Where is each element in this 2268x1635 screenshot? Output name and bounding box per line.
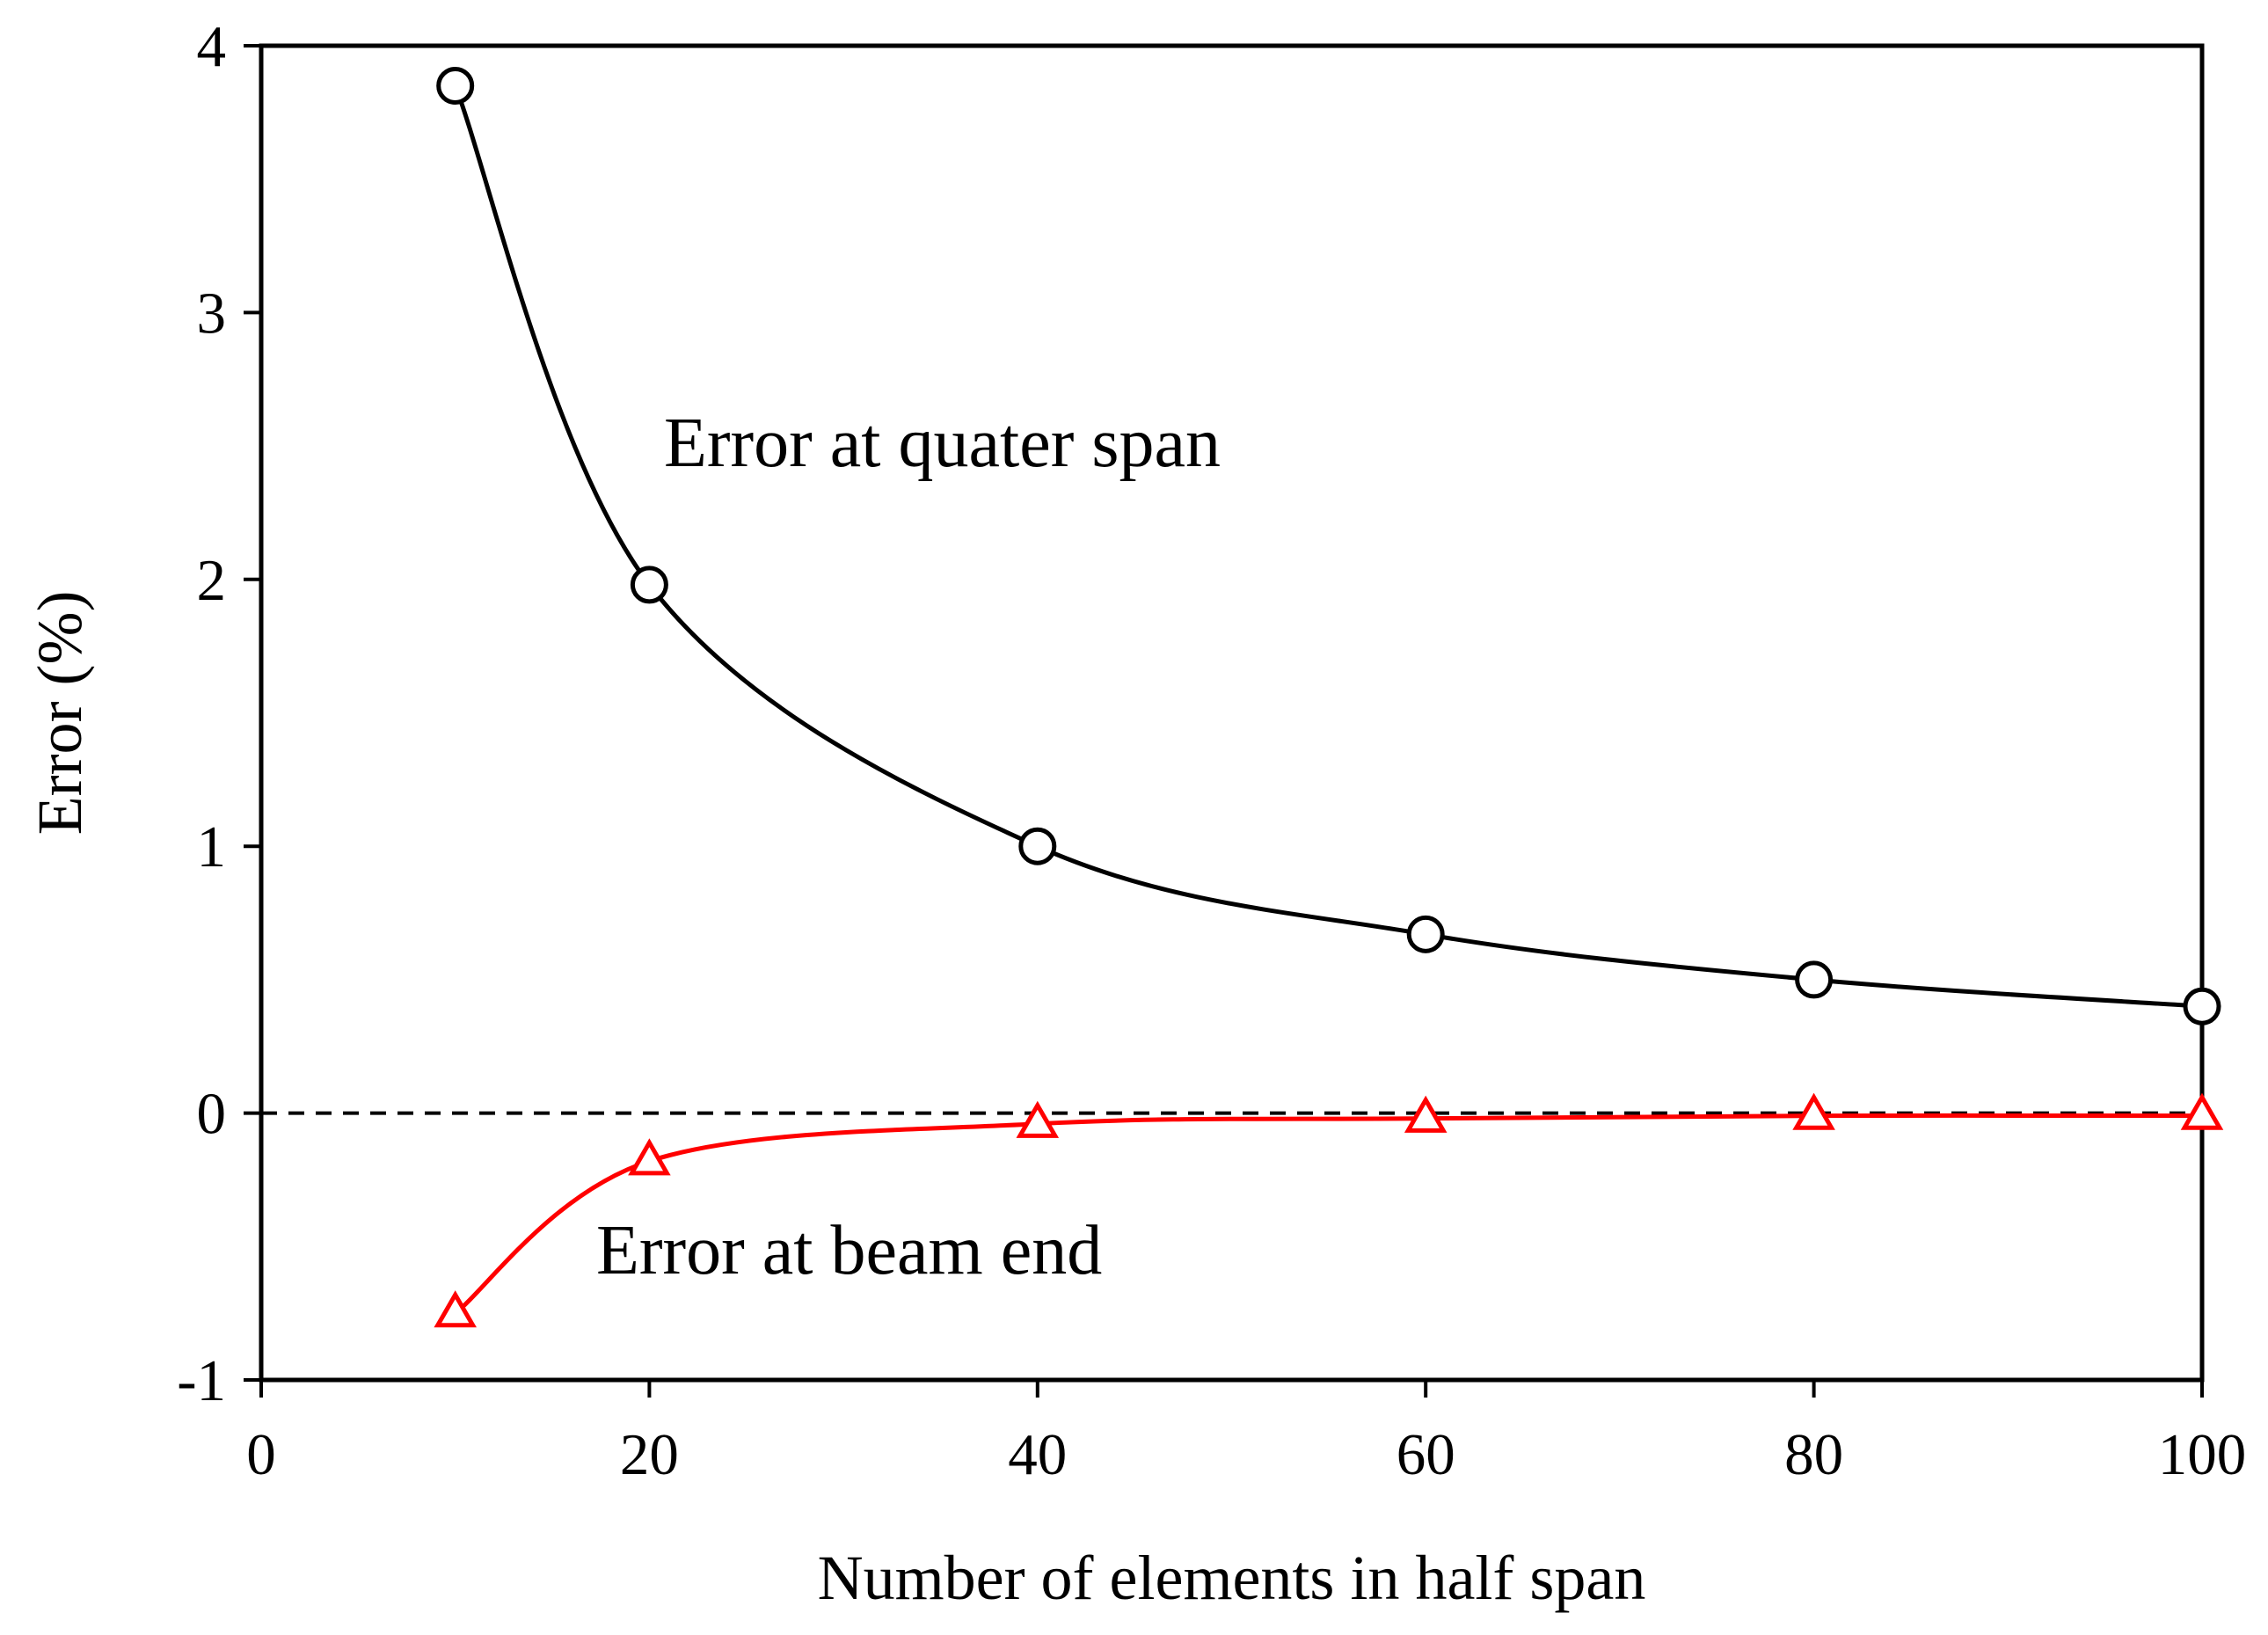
x-axis-title: Number of elements in half span xyxy=(818,1543,1646,1613)
circle-point xyxy=(1406,915,1445,953)
circle-point xyxy=(630,566,668,604)
circle-point xyxy=(1018,827,1057,865)
y-tick-label: 3 xyxy=(197,281,227,346)
series-beam-end xyxy=(434,1092,2224,1328)
x-tick-label: 40 xyxy=(1008,1422,1067,1487)
triangle-point xyxy=(628,1138,671,1176)
y-tick-label: 2 xyxy=(197,548,227,613)
circle-point xyxy=(2183,987,2221,1026)
x-tick-label: 0 xyxy=(246,1422,276,1487)
circle-point xyxy=(436,67,475,106)
x-tick-label: 100 xyxy=(2158,1422,2247,1487)
triangle-point xyxy=(1016,1100,1060,1138)
triangle-point xyxy=(1792,1092,1835,1130)
triangle-point xyxy=(2180,1092,2224,1130)
circle-point xyxy=(1795,960,1834,999)
series-quarter-span xyxy=(436,67,2221,1026)
y-tick-label: 0 xyxy=(197,1082,227,1147)
x-tick-label: 80 xyxy=(1784,1422,1843,1487)
x-axis-ticks: 0 20 40 60 80 100 xyxy=(246,1380,2246,1487)
y-tick-label: -1 xyxy=(177,1348,226,1413)
annotation-quarter-span: Error at quater span xyxy=(664,405,1221,482)
plot-frame xyxy=(259,43,2205,1383)
y-tick-label: 1 xyxy=(197,814,227,880)
series-line xyxy=(453,84,2203,1009)
y-axis-title: Error (%) xyxy=(25,591,95,836)
y-tick-label: 4 xyxy=(197,14,227,79)
triangle-point xyxy=(434,1290,477,1328)
series-layer xyxy=(434,67,2224,1328)
annotation-beam-end: Error at beam end xyxy=(596,1212,1102,1289)
y-axis-ticks: -1 0 1 2 3 4 xyxy=(177,14,261,1413)
annotations: Error at quater span Error at beam end xyxy=(596,405,1221,1289)
x-tick-label: 20 xyxy=(620,1422,679,1487)
x-tick-label: 60 xyxy=(1397,1422,1455,1487)
triangle-point xyxy=(1404,1095,1448,1133)
